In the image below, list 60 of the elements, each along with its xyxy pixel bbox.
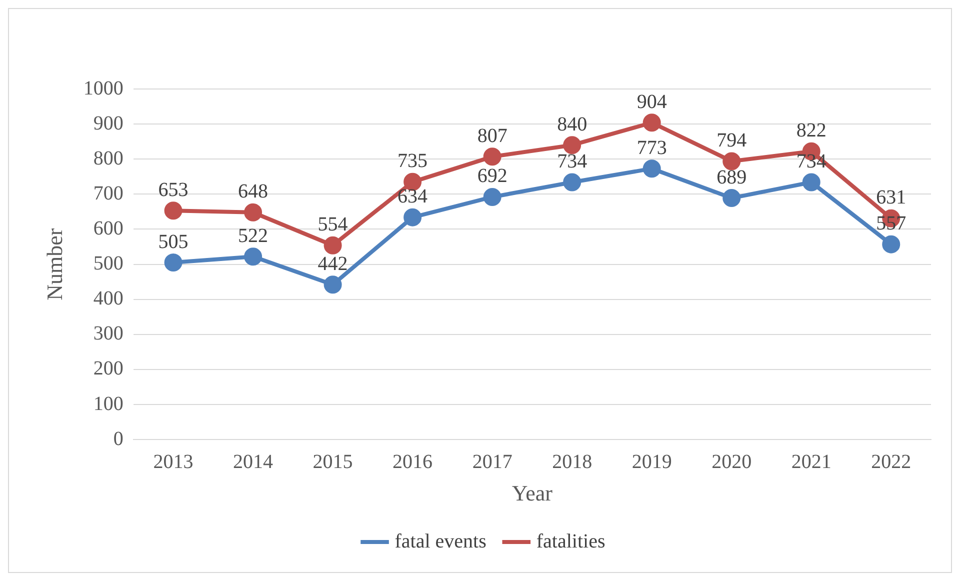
data-label: 840 bbox=[557, 113, 588, 136]
data-label: 773 bbox=[636, 136, 667, 159]
x-tick-label: 2021 bbox=[791, 450, 832, 473]
y-tick-label: 1000 bbox=[83, 77, 124, 100]
y-tick-label: 500 bbox=[93, 252, 124, 275]
x-axis-title: Year bbox=[512, 480, 554, 506]
data-label: 442 bbox=[318, 252, 348, 275]
point bbox=[164, 202, 182, 220]
data-label: 505 bbox=[158, 230, 188, 253]
y-axis-title: Number bbox=[42, 228, 67, 300]
data-label: 648 bbox=[238, 180, 268, 203]
x-tick-label: 2016 bbox=[392, 450, 433, 473]
data-label: 735 bbox=[398, 150, 428, 172]
x-tick-label: 2019 bbox=[632, 450, 672, 473]
y-tick-label: 100 bbox=[93, 392, 124, 415]
y-tick-label: 800 bbox=[93, 147, 124, 170]
data-label: 554 bbox=[318, 214, 348, 236]
point bbox=[802, 173, 820, 192]
point bbox=[563, 136, 582, 154]
x-tick-label: 2014 bbox=[233, 450, 274, 473]
point bbox=[642, 160, 661, 178]
data-label: 904 bbox=[636, 90, 667, 113]
x-tick-label: 2022 bbox=[871, 450, 912, 473]
point bbox=[404, 208, 422, 226]
data-label: 634 bbox=[398, 186, 428, 208]
data-label: 689 bbox=[716, 166, 747, 188]
point bbox=[483, 188, 502, 206]
y-tick-label: 0 bbox=[113, 428, 124, 450]
point bbox=[563, 173, 582, 192]
data-label: 692 bbox=[477, 165, 508, 188]
x-tick-label: 2013 bbox=[153, 450, 194, 473]
point bbox=[722, 152, 741, 170]
y-tick-label: 700 bbox=[93, 182, 124, 204]
y-tick-label: 400 bbox=[93, 288, 124, 310]
data-label: 734 bbox=[557, 150, 588, 173]
y-tick-label: 200 bbox=[93, 358, 124, 380]
point bbox=[164, 254, 182, 272]
point bbox=[324, 276, 342, 294]
data-label: 794 bbox=[716, 129, 747, 152]
y-tick-label: 300 bbox=[93, 322, 124, 345]
data-label: 807 bbox=[477, 124, 508, 147]
x-tick-label: 2015 bbox=[312, 450, 353, 473]
x-tick-label: 2020 bbox=[712, 450, 752, 473]
data-label: 631 bbox=[876, 186, 906, 209]
legend-label: fatal events bbox=[394, 530, 487, 552]
point bbox=[882, 235, 900, 254]
data-label: 522 bbox=[238, 224, 268, 247]
point bbox=[483, 148, 502, 166]
y-tick-label: 600 bbox=[93, 217, 124, 240]
point bbox=[642, 114, 661, 132]
point bbox=[324, 236, 342, 254]
data-label: 653 bbox=[158, 178, 188, 201]
data-label: 822 bbox=[796, 120, 826, 142]
legend-label: fatalities bbox=[536, 530, 606, 552]
x-tick-label: 2017 bbox=[472, 450, 512, 473]
x-tick-label: 2018 bbox=[552, 450, 592, 473]
point bbox=[722, 189, 741, 208]
point bbox=[244, 248, 262, 266]
point bbox=[244, 203, 262, 222]
y-tick-label: 900 bbox=[93, 112, 124, 134]
